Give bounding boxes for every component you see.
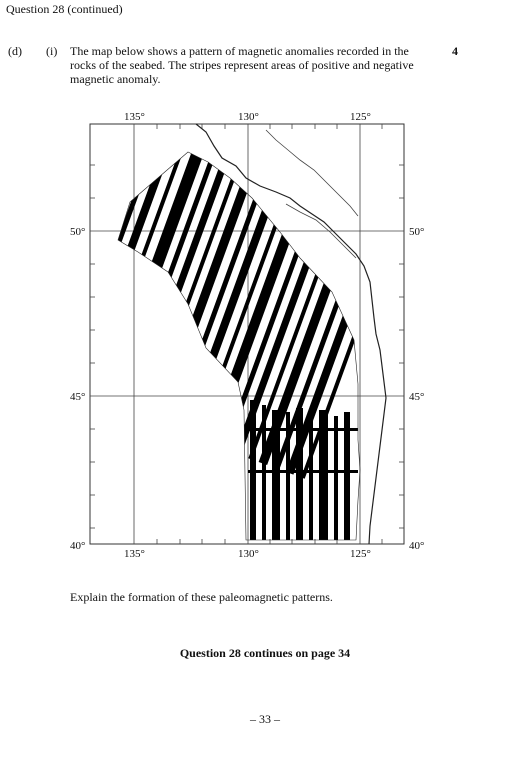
coastline-island [285,203,357,259]
lat-label-left-40: 40° [70,540,85,552]
lat-label-left-50: 50° [70,226,85,238]
question-marks: 4 [452,44,458,58]
lat-label-left-45: 45° [70,391,85,403]
lon-label-bottom-130: 130° [238,548,259,560]
lon-label-top-125: 125° [350,111,371,123]
anomaly-stripes [118,152,360,540]
coastline [195,123,387,545]
question-text: The map below shows a pattern of magneti… [70,44,414,86]
map-frame [89,123,405,545]
instruction-text: Explain the formation of these paleomagn… [70,590,333,604]
page-header: Question 28 (continued) [6,2,123,16]
coastline-detail [265,129,359,217]
lat-label-right-40: 40° [409,540,424,552]
page-number: – 33 – [250,712,280,726]
lon-label-top-135: 135° [124,111,145,123]
lon-label-bottom-125: 125° [350,548,371,560]
survey-area-outline [117,151,361,541]
lat-label-right-45: 45° [409,391,424,403]
continues-note: Question 28 continues on page 34 [179,646,351,660]
question-part-label: (d) [8,44,22,58]
question-subpart-label: (i) [46,44,58,58]
lon-label-top-130: 130° [238,111,259,123]
lat-label-right-50: 50° [409,226,424,238]
map-ticks [90,124,404,544]
lon-label-bottom-135: 135° [124,548,145,560]
